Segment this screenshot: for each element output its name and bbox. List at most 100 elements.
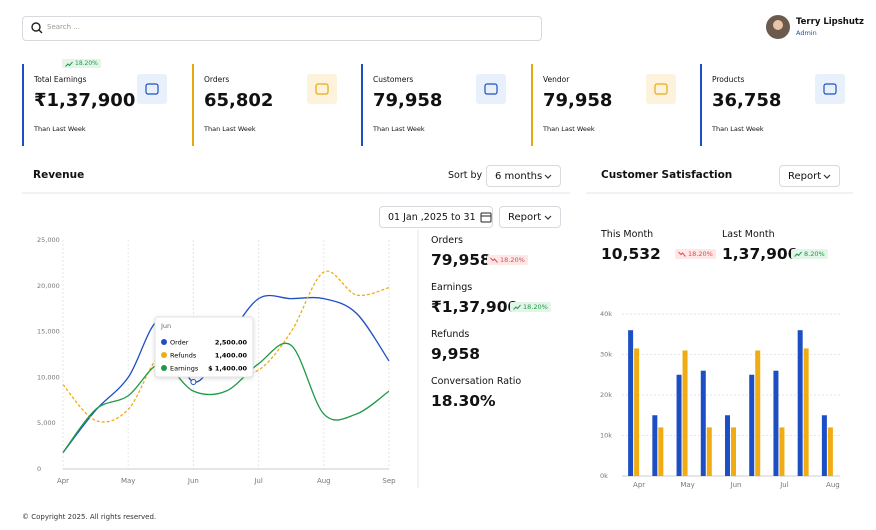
card-icon-glyph — [145, 83, 159, 95]
x-tick-label: Aug — [826, 481, 840, 489]
card-icon — [137, 74, 167, 104]
trend-icon — [65, 61, 73, 67]
tooltip-value: 2,500.00 — [215, 339, 248, 347]
tooltip-value: $ 1,400.00 — [208, 365, 247, 373]
stat-label: Earnings — [431, 282, 473, 293]
y-tick-label: 5,000 — [37, 419, 56, 427]
trend-icon — [794, 251, 802, 257]
bar — [725, 415, 730, 476]
card-value: 79,958 — [543, 90, 613, 111]
bar — [700, 370, 706, 476]
card-icon-glyph — [654, 83, 668, 95]
tooltip-name: Earnings — [170, 365, 199, 373]
stat-value: 1,37,900 — [722, 245, 799, 263]
tooltip-dot — [161, 352, 167, 358]
card-label: Products — [712, 75, 745, 84]
trend-badge: 18.20% — [510, 302, 551, 312]
card-label: Customers — [373, 75, 414, 84]
card-icon-glyph — [315, 83, 329, 95]
trend-icon — [490, 257, 498, 263]
bar — [821, 415, 827, 476]
date-text: 01 Jan ,2025 to 31 — [388, 211, 476, 223]
y-tick-label: 25,000 — [37, 236, 60, 244]
card-icon — [646, 74, 676, 104]
stat-value: 79,958 — [431, 251, 491, 269]
stat-card: Customers 79,958 Than Last Week — [361, 64, 523, 146]
card-icon — [307, 74, 337, 104]
search-box[interactable]: Search ... — [22, 16, 542, 41]
tooltip-title: Jun — [160, 322, 171, 330]
calendar-icon — [480, 212, 492, 223]
bar — [749, 374, 755, 476]
bar — [682, 350, 688, 476]
trend-value: 8.20% — [804, 250, 825, 258]
sort-dropdown[interactable]: 6 months — [486, 165, 561, 187]
y-tick-label: 0k — [600, 472, 608, 480]
tooltip-dot — [161, 339, 167, 345]
card-note: Than Last Week — [204, 125, 256, 133]
x-tick-label: May — [121, 477, 135, 485]
trend-badge: 18.20% — [675, 249, 716, 259]
x-tick-label: May — [680, 481, 694, 489]
stat-card: Vendor 79,958 Than Last Week — [531, 64, 693, 146]
trend-badge: 8.20% — [791, 249, 828, 259]
x-tick-label: Apr — [57, 477, 69, 485]
stat-value: 10,532 — [601, 245, 661, 263]
y-tick-label: 40k — [600, 310, 612, 318]
bar — [779, 427, 785, 476]
card-value: 79,958 — [373, 90, 443, 111]
report-dropdown[interactable]: Report — [499, 206, 561, 228]
bar — [797, 330, 803, 476]
stat-label: Orders — [431, 235, 463, 246]
report-dropdown-label: Report — [788, 170, 822, 182]
bar — [803, 348, 809, 476]
y-tick-label: 15,000 — [37, 328, 60, 336]
tooltip-name: Order — [170, 339, 189, 347]
x-tick-label: Aug — [317, 477, 331, 485]
x-tick-label: Jul — [779, 481, 789, 489]
satisfaction-title: Customer Satisfaction — [601, 169, 733, 181]
stat-card: Total Earnings ₹1,37,900 Than Last Week — [22, 64, 184, 146]
tooltip-dot — [161, 365, 167, 371]
search-icon — [31, 22, 43, 34]
user-name: Terry Lipshutz — [796, 17, 864, 27]
card-note: Than Last Week — [373, 125, 425, 133]
stat-label: Conversation Ratio — [431, 376, 522, 387]
y-tick-label: 30k — [600, 351, 612, 359]
user-role: Admin — [796, 29, 817, 37]
line-series — [62, 342, 390, 453]
hover-point — [190, 378, 197, 385]
card-icon-glyph — [484, 83, 498, 95]
card-note: Than Last Week — [712, 125, 764, 133]
card-icon — [476, 74, 506, 104]
card-icon — [815, 74, 845, 104]
card-note: Than Last Week — [34, 125, 86, 133]
stat-label: Refunds — [431, 329, 470, 340]
chevron — [823, 174, 831, 179]
bar — [652, 415, 658, 476]
stat-card: Orders 65,802 Than Last Week — [192, 64, 354, 146]
card-value: ₹1,37,900 — [34, 90, 136, 111]
trend-value: 18.20% — [523, 303, 548, 311]
bar — [773, 370, 779, 476]
report-dropdown-label: Report — [508, 211, 542, 223]
trend-icon — [678, 251, 686, 257]
date-range[interactable]: 01 Jan ,2025 to 31 — [379, 206, 493, 228]
trend-value: 18.20% — [75, 60, 98, 67]
stat-label: Last Month — [722, 229, 775, 240]
tooltip — [154, 316, 254, 378]
bar — [755, 350, 761, 476]
tooltip-value: 1,400.00 — [215, 352, 248, 360]
x-tick-label: Apr — [633, 481, 645, 489]
bar — [658, 427, 664, 476]
report-dropdown[interactable]: Report — [779, 165, 840, 187]
line-series — [62, 270, 390, 423]
sort-label: Sort by — [448, 170, 483, 181]
stat-card: Products 36,758 Than Last Week — [700, 64, 862, 146]
y-tick-label: 0 — [37, 465, 41, 473]
trend-icon — [513, 304, 521, 310]
card-label: Total Earnings — [34, 75, 87, 84]
trend-badge: 18.20% — [62, 59, 101, 68]
